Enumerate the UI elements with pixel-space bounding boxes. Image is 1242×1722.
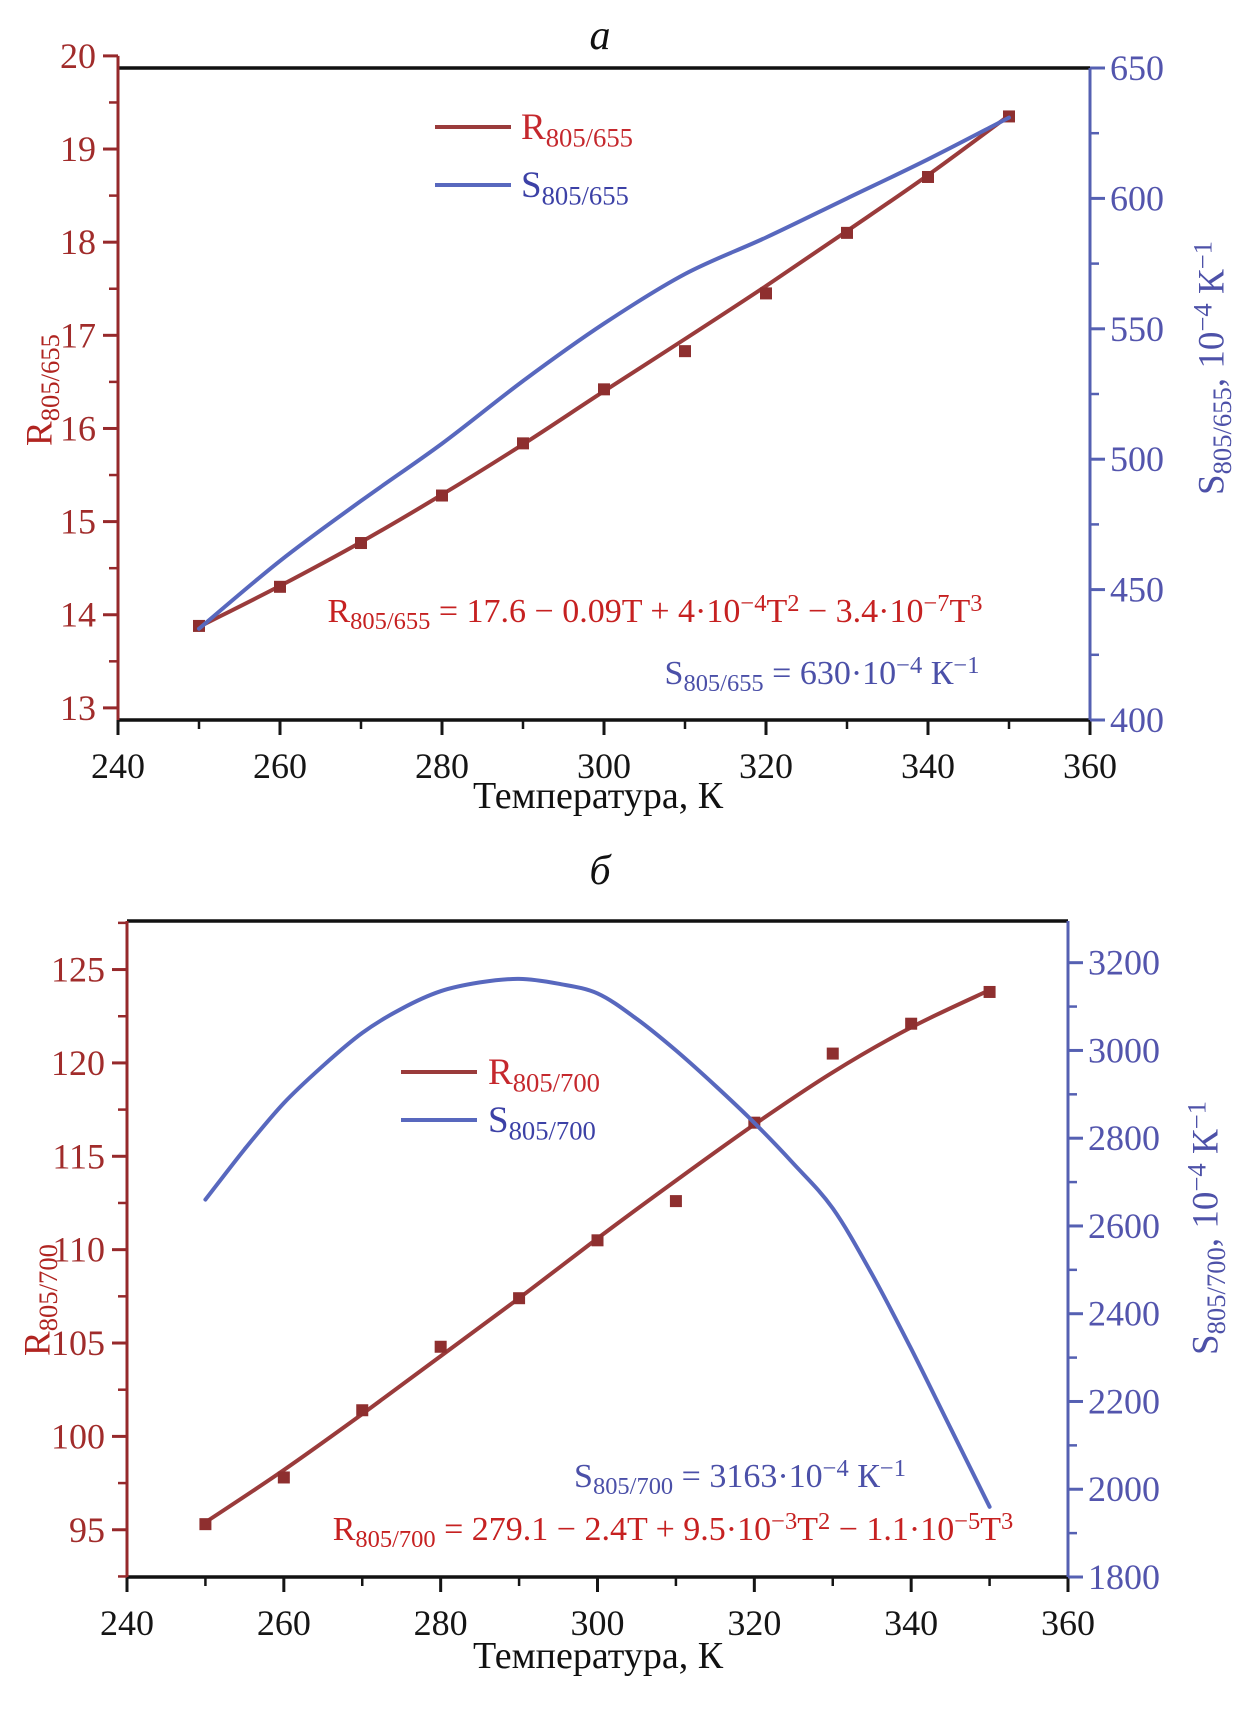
left-tick-label: 18 <box>60 222 96 262</box>
legend-swatch-line <box>401 1070 477 1074</box>
x-tick-label: 360 <box>1041 1603 1095 1643</box>
panel-a: 240 260 280 300 320 340 360 13 14 15 16 17 18 19 20 400… <box>60 36 1164 786</box>
left-axis-title-a: R805/655 <box>19 334 65 446</box>
left-tick-label: 13 <box>60 688 96 728</box>
right-tick-label: 500 <box>1110 439 1164 479</box>
left-tick-label: 14 <box>60 595 96 635</box>
left-tick-label: 15 <box>60 502 96 542</box>
data-point-marker <box>983 985 996 998</box>
data-point-marker <box>356 1404 369 1417</box>
left-tick-label: 19 <box>60 129 96 169</box>
x-tick-label: 280 <box>414 1603 468 1643</box>
legend-item-a-0: R805/655 <box>435 106 633 152</box>
legend-label: S805/700 <box>488 1099 596 1145</box>
left-axis-title-b: R805/700 <box>17 1244 63 1356</box>
data-point-marker <box>274 580 286 593</box>
right-tick-label: 550 <box>1110 309 1164 349</box>
legend-swatch-line <box>435 183 511 187</box>
data-point-marker <box>436 489 448 502</box>
left-tick-label: 115 <box>52 1136 105 1176</box>
right-tick-label: 600 <box>1110 178 1164 218</box>
x-tick-label: 300 <box>577 746 631 786</box>
x-tick-label: 320 <box>739 746 793 786</box>
legend-item-b-1: S805/700 <box>401 1099 596 1145</box>
series-s-curve <box>197 115 1011 631</box>
right-tick-label: 2800 <box>1088 1118 1160 1158</box>
x-axis-label-a: Температура, К <box>472 775 724 817</box>
data-point-marker <box>826 1047 839 1060</box>
legend-label: R805/700 <box>488 1051 600 1097</box>
data-point-marker <box>434 1340 447 1353</box>
data-point-marker <box>517 437 529 450</box>
right-tick-label: 650 <box>1110 48 1164 88</box>
legend-item-b-0: R805/700 <box>401 1051 600 1097</box>
data-point-marker <box>513 1292 526 1305</box>
x-tick-label: 340 <box>884 1603 938 1643</box>
left-tick-label: 100 <box>51 1416 105 1456</box>
right-axis-title-a: S805/655, 10−4 К−1 <box>1187 241 1237 495</box>
right-tick-label: 2200 <box>1088 1381 1160 1421</box>
x-tick-label: 260 <box>253 746 307 786</box>
legend-item-a-1: S805/655 <box>435 164 629 210</box>
legend-swatch-line <box>401 1118 477 1122</box>
legend-swatch-line <box>435 125 511 129</box>
left-tick-label: 120 <box>51 1043 105 1083</box>
x-tick-label: 320 <box>727 1603 781 1643</box>
x-tick-label: 340 <box>901 746 955 786</box>
right-tick-label: 2000 <box>1088 1469 1160 1509</box>
data-point-marker <box>591 1234 604 1247</box>
right-tick-label: 2600 <box>1088 1206 1160 1246</box>
left-tick-label: 110 <box>52 1230 105 1270</box>
panel-title-a: a <box>589 13 611 59</box>
left-tick-label: 20 <box>60 36 96 76</box>
x-tick-label: 260 <box>257 1603 311 1643</box>
data-point-marker <box>199 1518 212 1531</box>
right-tick-label: 2400 <box>1088 1294 1160 1334</box>
x-tick-label: 300 <box>571 1603 625 1643</box>
data-point-marker <box>922 170 934 183</box>
annotation-b-r-fit-equation: R805/700 = 279.1 − 2.4T + 9.5·10−3T2 − 1… <box>332 1507 1014 1553</box>
data-point-marker <box>277 1471 290 1484</box>
data-point-marker <box>679 345 691 358</box>
x-tick-label: 240 <box>91 746 145 786</box>
x-tick-label: 360 <box>1063 746 1117 786</box>
data-point-marker <box>193 619 205 632</box>
data-point-marker <box>760 287 772 300</box>
annotation-b-s-max-value: S805/700 = 3163·10−4 К−1 <box>574 1454 906 1500</box>
data-point-marker <box>355 537 367 550</box>
data-point-marker <box>669 1195 682 1208</box>
right-tick-label: 450 <box>1110 570 1164 610</box>
left-tick-label: 95 <box>69 1510 105 1550</box>
left-tick-label: 16 <box>60 408 96 448</box>
panel-title-b: б <box>589 848 611 894</box>
annotation-a-s-max-value: S805/655 = 630·10−4 К−1 <box>664 651 980 697</box>
annotation-a-r-fit-equation: R805/655 = 17.6 − 0.09T + 4·10−4T2 − 3.4… <box>327 589 983 635</box>
legend-label: S805/655 <box>521 164 629 210</box>
right-tick-label: 3200 <box>1088 943 1160 983</box>
left-tick-label: 17 <box>60 315 96 355</box>
data-point-marker <box>598 383 610 396</box>
x-tick-label: 240 <box>100 1603 154 1643</box>
x-tick-label: 280 <box>415 746 469 786</box>
right-axis-title-b: S805/700, 10−4 К−1 <box>1181 1101 1231 1355</box>
panel-b: 240 260 280 300 320 340 360 95 100 105 110 115 120 12… <box>51 919 1160 1643</box>
right-tick-label: 3000 <box>1088 1030 1160 1070</box>
left-tick-label: 125 <box>51 950 105 990</box>
data-point-marker <box>905 1017 918 1030</box>
right-tick-label: 400 <box>1110 700 1164 740</box>
x-axis-label-b: Температура, К <box>472 1635 724 1677</box>
series-s-curve <box>203 976 992 1509</box>
left-tick-label: 105 <box>51 1323 105 1363</box>
data-point-marker <box>841 226 853 239</box>
right-tick-label: 1800 <box>1088 1557 1160 1597</box>
legend-label: R805/655 <box>521 106 633 152</box>
